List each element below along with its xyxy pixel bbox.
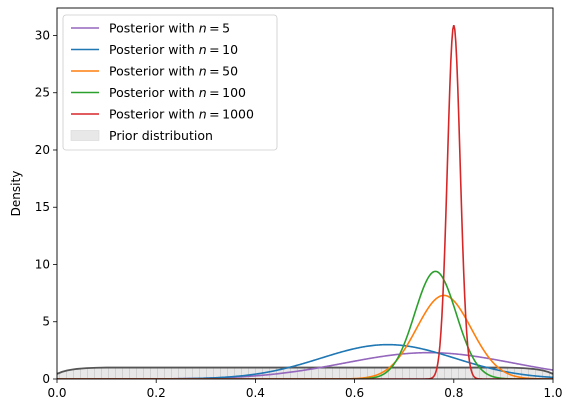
legend-label-n-10: Posterior with n = 10 — [109, 42, 238, 57]
series-line-n-1000 — [57, 24, 553, 379]
series-line-n-50 — [57, 294, 553, 379]
y-tick-label: 0 — [42, 372, 50, 386]
x-tick-label: 0.8 — [444, 386, 463, 400]
legend-label-prior: Prior distribution — [109, 128, 213, 143]
x-tick-label: 1.0 — [543, 386, 562, 400]
x-tick-label: 0.2 — [147, 386, 166, 400]
x-tick-label: 0.6 — [345, 386, 364, 400]
plot-area — [57, 24, 553, 379]
y-tick-label: 5 — [42, 315, 50, 329]
axes-frame — [56, 7, 554, 380]
axis-ticks: 0.0 0.2 0.4 0.6 0.8 1.0 0 5 10 15 20 25 30 — [35, 28, 563, 400]
legend-label-n-50: Posterior with n = 50 — [109, 64, 238, 79]
prior-line — [57, 366, 553, 375]
series-line-n-100 — [57, 270, 553, 379]
legend-box — [62, 14, 278, 151]
legend-label-n-5: Posterior with n = 5 — [109, 21, 230, 36]
y-axis-label: Density — [9, 171, 23, 217]
y-tick-label: 30 — [35, 28, 50, 42]
legend-label-n-100: Posterior with n = 100 — [109, 85, 246, 100]
y-tick-label: 25 — [35, 86, 50, 100]
y-tick-label: 15 — [35, 200, 50, 214]
legend-label-n-1000: Posterior with n = 1000 — [109, 107, 254, 122]
prior-area — [57, 367, 553, 379]
legend: Posterior with n = 5 Posterior with n = 1… — [62, 14, 278, 151]
x-tick-label: 0.4 — [246, 386, 265, 400]
x-tick-label: 0.0 — [47, 386, 66, 400]
legend-swatch-prior — [70, 130, 100, 141]
y-tick-label: 10 — [35, 257, 50, 271]
y-tick-label: 20 — [35, 143, 50, 157]
